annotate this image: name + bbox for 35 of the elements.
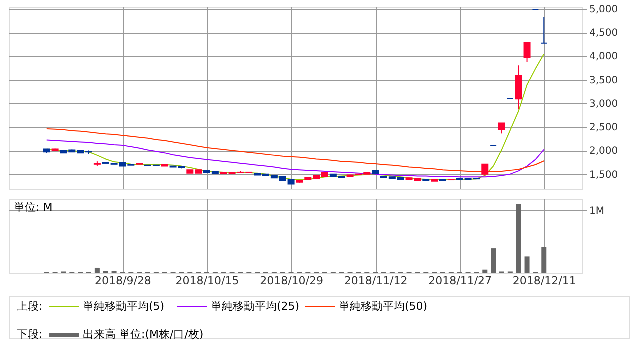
legend-label: 単純移動平均(25) bbox=[211, 300, 300, 313]
legend-label: 出来高 単位:(M株/口/枚) bbox=[83, 328, 204, 341]
y-tick-label: 1,500 bbox=[590, 170, 618, 181]
candlestick bbox=[498, 122, 506, 134]
candlestick bbox=[482, 164, 489, 176]
bar bbox=[94, 268, 100, 273]
line-series bbox=[46, 128, 545, 172]
y-tick-label: 3,500 bbox=[590, 75, 618, 86]
candlestick bbox=[515, 65, 522, 110]
y-tick-label: 4,000 bbox=[590, 52, 618, 63]
annotation: 単位: M bbox=[14, 201, 53, 214]
y-tick-label: 1M bbox=[590, 206, 604, 217]
legend-title: 上段: bbox=[17, 300, 43, 313]
line-series bbox=[46, 140, 545, 178]
candlestick bbox=[540, 16, 548, 44]
legend-label: 単純移動平均(5) bbox=[83, 300, 165, 313]
x-tick-label: 2018/9/28 bbox=[95, 274, 152, 288]
x-tick-label: 2018/10/15 bbox=[176, 274, 240, 288]
legend-label: 単純移動平均(50) bbox=[339, 300, 428, 313]
x-tick-label: 2018/11/27 bbox=[428, 274, 492, 288]
x-tick-label: 2018/10/29 bbox=[260, 274, 324, 288]
y-tick-label: 5,000 bbox=[590, 4, 618, 16]
y-tick-label: 2,000 bbox=[590, 146, 618, 158]
y-tick-label: 2,500 bbox=[590, 122, 618, 134]
bar bbox=[482, 270, 488, 273]
candlestick bbox=[524, 42, 531, 63]
bar bbox=[524, 256, 530, 273]
bar bbox=[542, 247, 547, 273]
y-tick-label: 3,000 bbox=[590, 98, 618, 110]
y-tick-label: 4,500 bbox=[590, 28, 618, 40]
x-tick-label: 2018/12/11 bbox=[512, 274, 576, 288]
bar bbox=[491, 248, 496, 273]
bar bbox=[516, 204, 522, 273]
legend-title: 下段: bbox=[17, 328, 43, 341]
x-tick-label: 2018/11/12 bbox=[344, 274, 408, 288]
